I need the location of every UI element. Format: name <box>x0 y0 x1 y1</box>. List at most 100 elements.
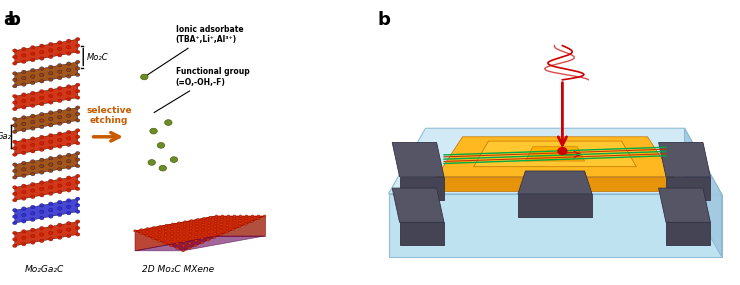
Circle shape <box>207 231 210 233</box>
Circle shape <box>21 122 26 125</box>
Circle shape <box>75 129 80 132</box>
Circle shape <box>189 238 192 240</box>
Circle shape <box>58 122 62 125</box>
Circle shape <box>30 137 35 140</box>
Circle shape <box>13 215 17 218</box>
Circle shape <box>49 169 53 173</box>
Circle shape <box>67 91 71 95</box>
Circle shape <box>75 174 80 178</box>
Circle shape <box>49 65 53 69</box>
Polygon shape <box>388 128 722 194</box>
Circle shape <box>13 153 17 156</box>
Circle shape <box>75 187 80 191</box>
Circle shape <box>239 215 242 217</box>
Circle shape <box>171 225 174 228</box>
Circle shape <box>21 145 26 148</box>
Circle shape <box>58 168 62 171</box>
Circle shape <box>67 182 71 186</box>
Polygon shape <box>15 153 78 177</box>
Circle shape <box>67 75 71 78</box>
Circle shape <box>201 226 204 229</box>
Circle shape <box>67 85 71 88</box>
Circle shape <box>13 192 17 196</box>
Circle shape <box>30 98 35 101</box>
Circle shape <box>13 244 17 247</box>
Polygon shape <box>400 177 444 199</box>
Text: a: a <box>4 11 16 29</box>
Circle shape <box>21 106 26 109</box>
Circle shape <box>170 157 178 162</box>
Circle shape <box>21 243 26 246</box>
Circle shape <box>58 223 62 227</box>
Text: Mo₂C: Mo₂C <box>87 52 109 62</box>
Polygon shape <box>216 216 265 236</box>
Circle shape <box>152 229 155 232</box>
Circle shape <box>58 76 62 80</box>
Circle shape <box>21 197 26 200</box>
Circle shape <box>188 247 191 249</box>
Circle shape <box>263 215 266 217</box>
Circle shape <box>196 220 199 223</box>
Circle shape <box>58 184 62 187</box>
Circle shape <box>49 94 53 98</box>
Polygon shape <box>518 194 592 217</box>
Circle shape <box>220 230 223 232</box>
Circle shape <box>202 223 205 226</box>
Circle shape <box>13 238 17 241</box>
Polygon shape <box>437 177 673 191</box>
Circle shape <box>49 231 53 235</box>
Circle shape <box>75 106 80 109</box>
Circle shape <box>220 223 223 225</box>
Polygon shape <box>474 141 636 167</box>
Circle shape <box>30 172 35 176</box>
Circle shape <box>558 148 567 154</box>
Circle shape <box>251 215 254 217</box>
Circle shape <box>164 230 167 232</box>
Polygon shape <box>15 85 78 109</box>
Circle shape <box>221 216 223 219</box>
Circle shape <box>75 96 80 99</box>
Circle shape <box>13 62 17 65</box>
Circle shape <box>75 141 80 145</box>
Polygon shape <box>684 128 722 256</box>
Circle shape <box>67 137 71 140</box>
Circle shape <box>75 197 80 201</box>
Circle shape <box>183 229 186 231</box>
Circle shape <box>75 73 80 76</box>
Circle shape <box>49 179 53 183</box>
Circle shape <box>244 220 247 222</box>
Circle shape <box>171 223 174 225</box>
Circle shape <box>183 232 186 234</box>
Circle shape <box>13 163 17 166</box>
Circle shape <box>158 225 161 227</box>
Circle shape <box>189 227 192 229</box>
Circle shape <box>30 241 35 244</box>
Circle shape <box>195 223 198 225</box>
Circle shape <box>75 89 80 93</box>
Circle shape <box>58 178 62 181</box>
Text: Mo₂Ga₂C: Mo₂Ga₂C <box>24 264 64 274</box>
Circle shape <box>58 93 62 96</box>
Circle shape <box>226 231 229 233</box>
Circle shape <box>149 128 158 134</box>
Circle shape <box>177 224 180 227</box>
Circle shape <box>39 158 44 161</box>
Text: selective
etching: selective etching <box>87 106 132 125</box>
Circle shape <box>13 84 17 88</box>
Circle shape <box>257 217 260 220</box>
Circle shape <box>158 235 161 238</box>
Circle shape <box>58 41 62 44</box>
Circle shape <box>177 230 180 233</box>
Circle shape <box>13 94 17 98</box>
Circle shape <box>226 217 229 219</box>
Circle shape <box>30 68 35 72</box>
Circle shape <box>39 50 44 54</box>
Circle shape <box>67 211 71 215</box>
Circle shape <box>39 233 44 236</box>
Circle shape <box>194 244 197 247</box>
Circle shape <box>39 171 44 174</box>
Circle shape <box>221 218 223 221</box>
Circle shape <box>182 240 185 242</box>
Circle shape <box>189 221 192 224</box>
Circle shape <box>49 55 53 59</box>
